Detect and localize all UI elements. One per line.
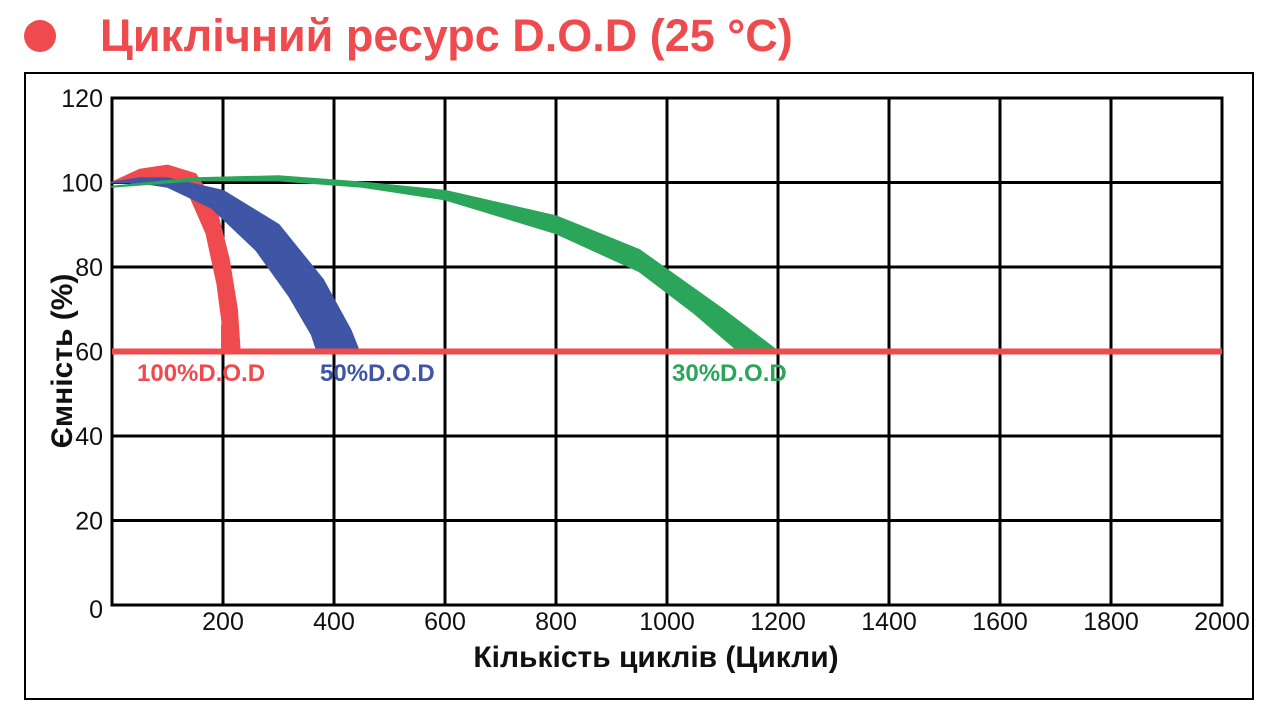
y-tick-label: 80 <box>75 254 103 282</box>
x-tick-label: 600 <box>424 608 466 636</box>
x-tick-label: 400 <box>313 608 355 636</box>
y-ticks: 0 20 40 60 80 100 120 <box>61 85 103 624</box>
chart-title: Циклічний ресурс D.O.D (25 °C) <box>100 10 793 61</box>
title-bullet-icon <box>24 20 56 52</box>
y-axis-title: Ємність (%) <box>46 274 79 449</box>
x-tick-label: 1600 <box>972 608 1028 636</box>
series-label-2: 50%D.O.D <box>320 360 435 387</box>
x-tick-label: 800 <box>535 608 577 636</box>
x-ticks: 200 400 600 800 1000 1200 1400 1600 1800 2000 <box>202 608 1250 636</box>
series-label-3: 30%D.O.D <box>672 360 787 387</box>
x-tick-label: 1800 <box>1083 608 1139 636</box>
y-tick-label: 20 <box>75 508 103 536</box>
y-tick-label: 0 <box>89 596 103 624</box>
series-label-1: 100%D.O.D <box>137 360 265 387</box>
y-tick-label: 40 <box>75 423 103 451</box>
x-axis-title: Кількість циклів (Цикли) <box>473 641 838 674</box>
x-tick-label: 1200 <box>750 608 806 636</box>
series-labels: 100%D.O.D 50%D.O.D 30%D.O.D <box>137 360 787 387</box>
x-tick-label: 2000 <box>1194 608 1250 636</box>
y-tick-label: 60 <box>75 339 103 367</box>
chart-frame <box>24 72 1254 700</box>
chart-header: Циклічний ресурс D.O.D (25 °C) <box>22 6 793 66</box>
x-tick-label: 1400 <box>861 608 917 636</box>
y-tick-label: 100 <box>61 170 103 198</box>
x-tick-label: 200 <box>202 608 244 636</box>
x-tick-label: 1000 <box>639 608 695 636</box>
y-tick-label: 120 <box>61 85 103 113</box>
